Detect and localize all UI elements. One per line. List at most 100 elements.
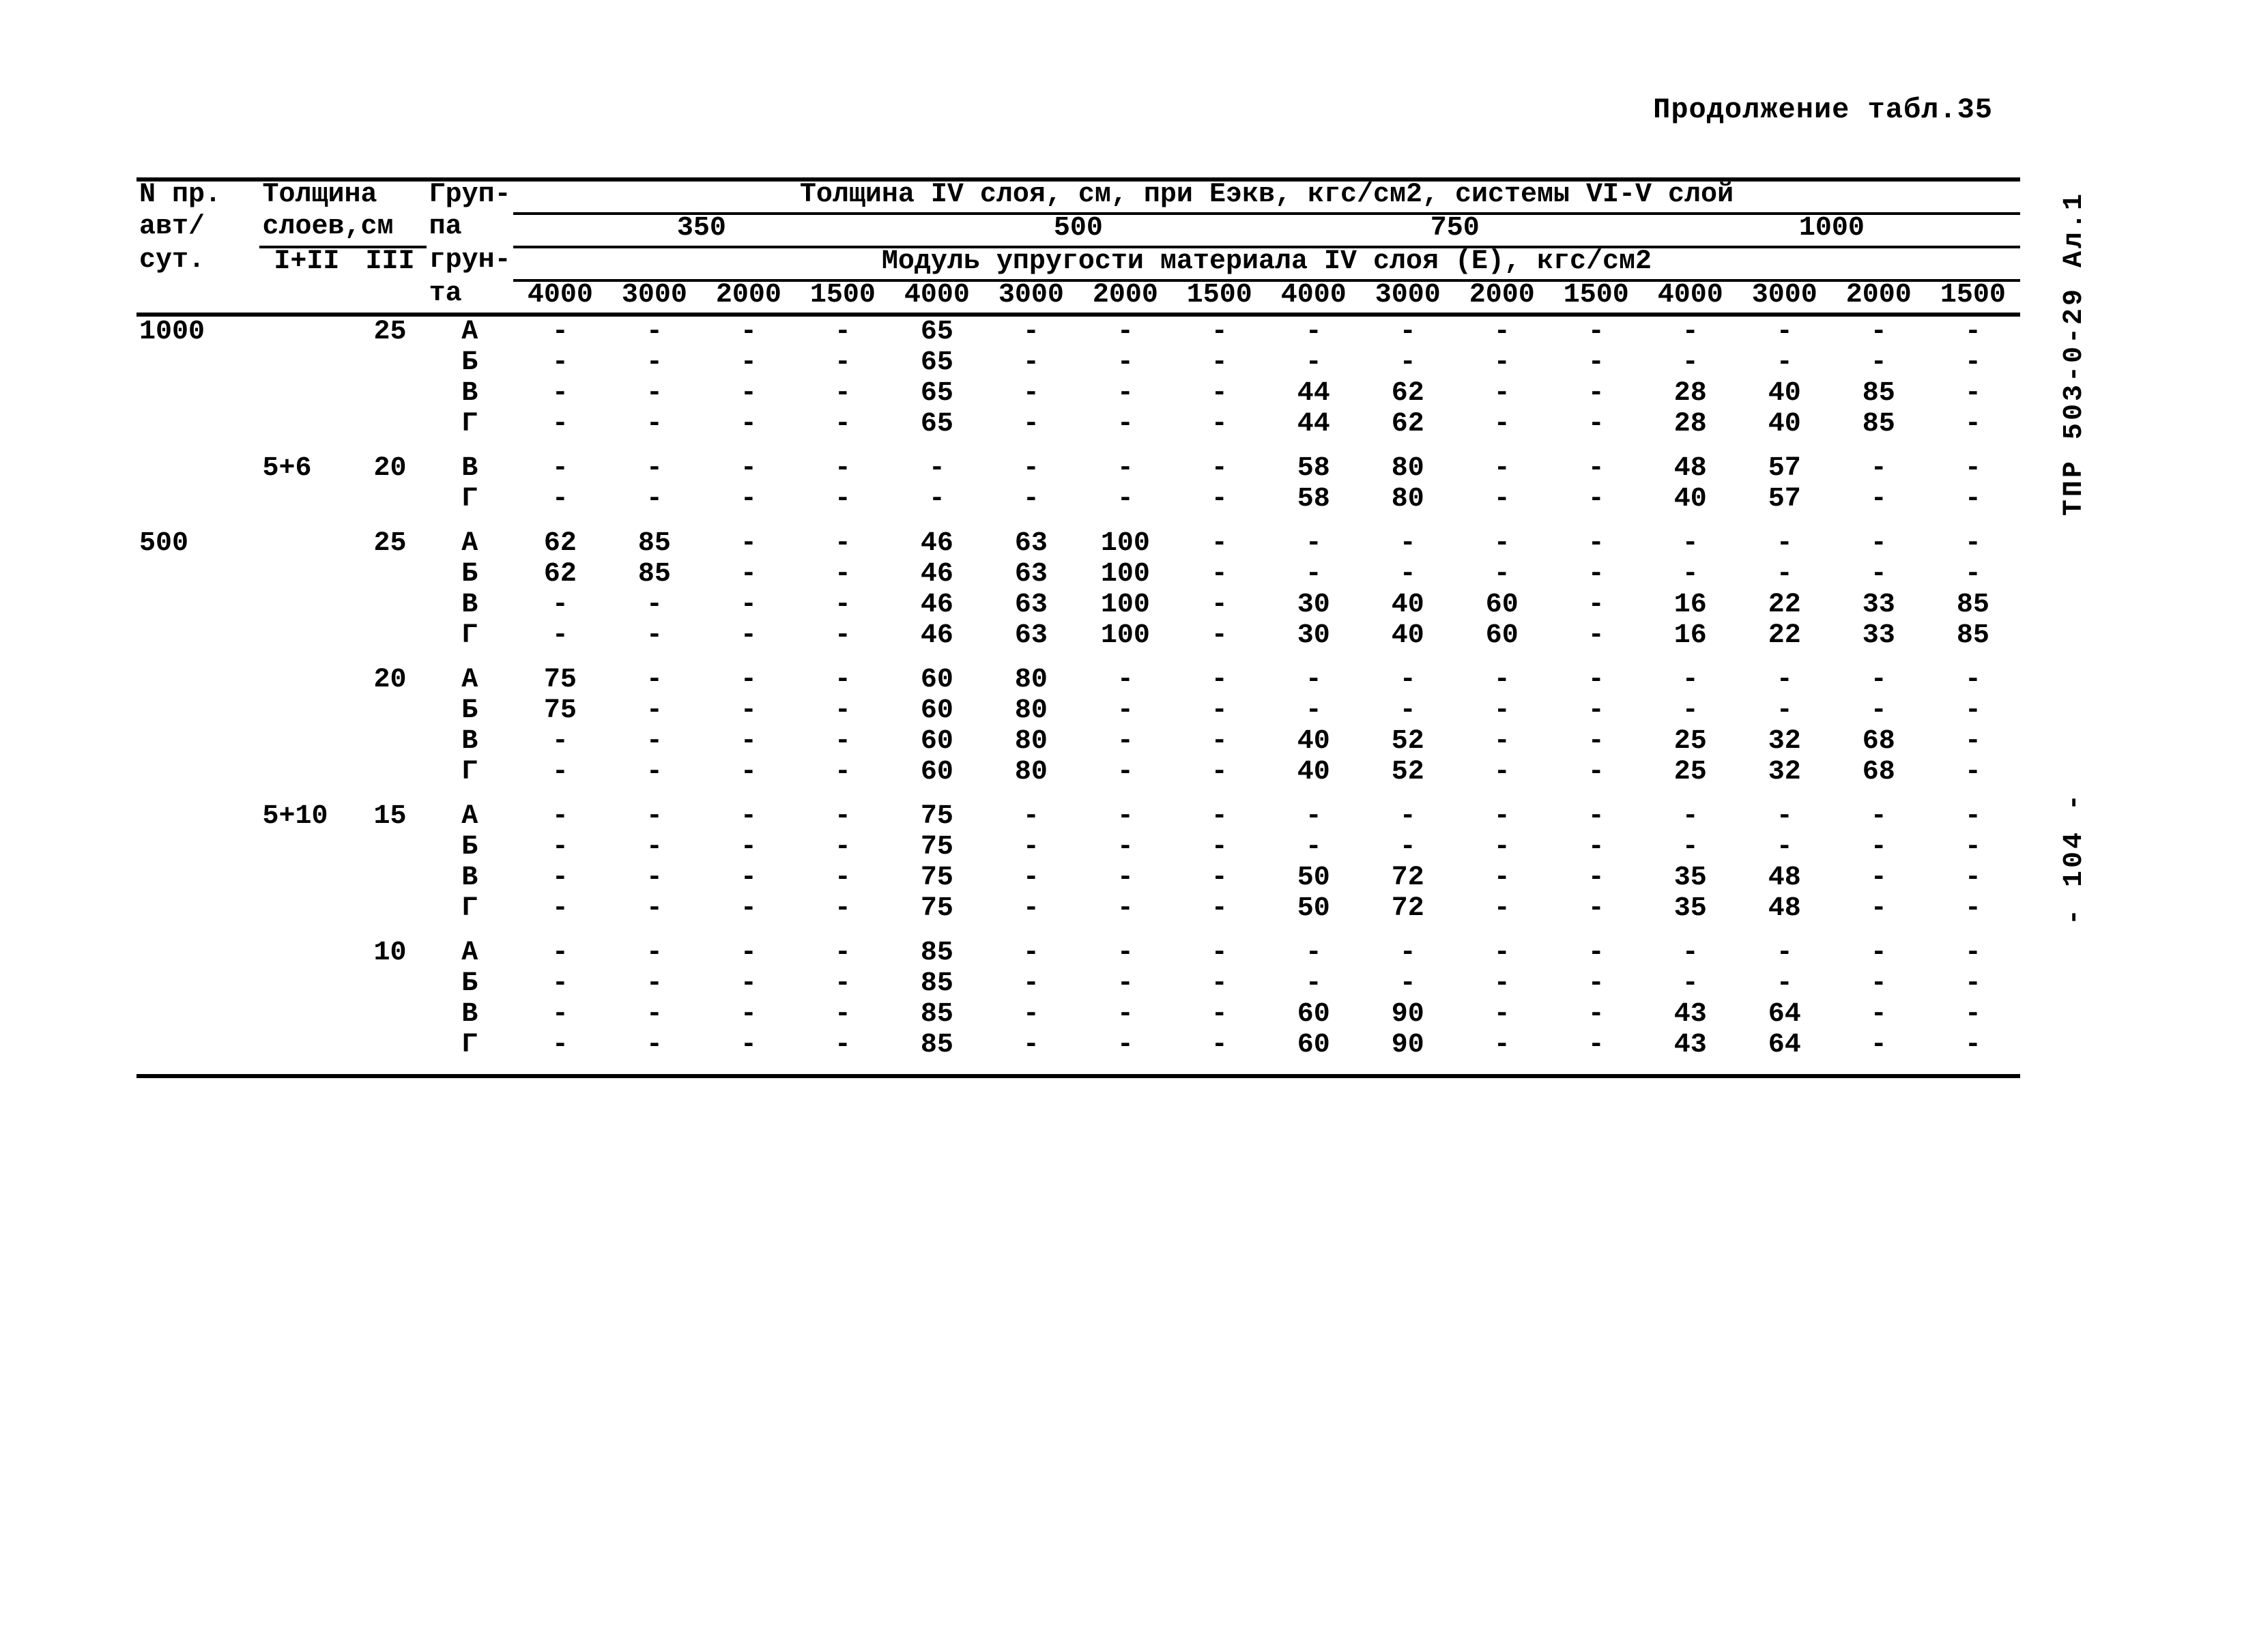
value-cell: 75 — [513, 695, 607, 726]
value-cell: - — [513, 453, 607, 484]
value-cell: - — [1455, 528, 1549, 559]
thick1-cell — [259, 528, 354, 559]
value-cell: - — [1738, 315, 1832, 347]
cell — [354, 280, 426, 315]
lead-cell — [136, 832, 259, 863]
value-cell: 80 — [984, 665, 1078, 695]
hdr-mod: 4000 — [890, 280, 984, 315]
value-cell: 57 — [1738, 484, 1832, 515]
group-cell: А — [427, 528, 513, 559]
value-cell: 33 — [1832, 590, 1926, 620]
group-cell: Г — [427, 620, 513, 651]
value-cell: - — [1455, 695, 1549, 726]
value-cell: - — [1078, 863, 1173, 893]
value-cell: - — [1173, 968, 1267, 999]
value-cell: - — [1832, 893, 1926, 924]
value-cell: - — [1926, 559, 2020, 590]
value-cell: - — [1455, 347, 1549, 378]
value-cell: 48 — [1738, 863, 1832, 893]
value-cell: - — [1361, 968, 1455, 999]
value-cell: - — [1832, 938, 1926, 968]
value-cell: - — [796, 999, 890, 1030]
value-cell: - — [1078, 968, 1173, 999]
value-cell: - — [702, 999, 796, 1030]
value-cell: - — [984, 347, 1078, 378]
thick1-cell — [259, 695, 354, 726]
value-cell: 30 — [1267, 590, 1361, 620]
thick1-cell — [259, 999, 354, 1030]
group-cell: В — [427, 453, 513, 484]
hdr-n-pr: N пр. — [136, 179, 259, 214]
value-cell: 85 — [890, 938, 984, 968]
value-cell: - — [1173, 528, 1267, 559]
value-cell: - — [1078, 938, 1173, 968]
hdr-mod: 3000 — [1738, 280, 1832, 315]
value-cell: 16 — [1643, 590, 1738, 620]
value-cell: 35 — [1643, 863, 1738, 893]
thick2-cell — [354, 559, 426, 590]
value-cell: 30 — [1267, 620, 1361, 651]
thick1-cell — [259, 347, 354, 378]
value-cell: - — [1267, 832, 1361, 863]
table-caption: Продолжение табл.35 — [1653, 96, 1993, 124]
value-cell: - — [513, 409, 607, 439]
value-cell: - — [1173, 409, 1267, 439]
value-cell: - — [513, 347, 607, 378]
hdr-eekv: 500 — [890, 214, 1267, 247]
value-cell: 60 — [1455, 590, 1549, 620]
value-cell: - — [1173, 559, 1267, 590]
hdr-mod: 1500 — [1549, 280, 1643, 315]
value-cell: - — [796, 484, 890, 515]
value-cell: - — [607, 378, 702, 409]
value-cell: - — [796, 409, 890, 439]
value-cell: - — [513, 999, 607, 1030]
hdr-sub1: I+II — [259, 247, 354, 280]
value-cell: 22 — [1738, 590, 1832, 620]
value-cell: - — [984, 999, 1078, 1030]
thick2-cell — [354, 726, 426, 757]
hdr-eekv: 750 — [1267, 214, 1643, 247]
value-cell: - — [1078, 801, 1173, 832]
value-cell: - — [796, 347, 890, 378]
value-cell: - — [1361, 938, 1455, 968]
thick2-cell — [354, 378, 426, 409]
value-cell: - — [1267, 528, 1361, 559]
hdr-sub2: III — [354, 247, 426, 280]
value-cell: - — [1455, 832, 1549, 863]
thick2-cell — [354, 863, 426, 893]
value-cell: - — [1926, 1030, 2020, 1060]
value-cell: 40 — [1738, 378, 1832, 409]
lead-cell — [136, 968, 259, 999]
value-cell: 63 — [984, 528, 1078, 559]
value-cell: - — [607, 801, 702, 832]
thick2-cell: 15 — [354, 801, 426, 832]
lead-cell: 1000 — [136, 315, 259, 347]
value-cell: - — [1173, 347, 1267, 378]
value-cell: 75 — [513, 665, 607, 695]
value-cell: 75 — [890, 893, 984, 924]
hdr-eekv: 1000 — [1643, 214, 2020, 247]
group-cell: В — [427, 863, 513, 893]
value-cell: 25 — [1643, 726, 1738, 757]
value-cell: 68 — [1832, 726, 1926, 757]
value-cell: - — [513, 801, 607, 832]
thick1-cell — [259, 863, 354, 893]
value-cell: - — [1361, 801, 1455, 832]
value-cell: - — [1643, 695, 1738, 726]
value-cell: 64 — [1738, 1030, 1832, 1060]
value-cell: 46 — [890, 620, 984, 651]
value-cell: - — [1832, 665, 1926, 695]
value-cell: 32 — [1738, 726, 1832, 757]
value-cell: 75 — [890, 832, 984, 863]
value-cell: 57 — [1738, 453, 1832, 484]
value-cell: - — [607, 453, 702, 484]
value-cell: - — [1267, 315, 1361, 347]
value-cell: - — [702, 559, 796, 590]
gap — [136, 787, 2020, 801]
value-cell: - — [1832, 863, 1926, 893]
value-cell: 40 — [1267, 757, 1361, 787]
lead-cell — [136, 893, 259, 924]
value-cell: - — [1361, 559, 1455, 590]
value-cell: 43 — [1643, 999, 1738, 1030]
value-cell: - — [796, 938, 890, 968]
